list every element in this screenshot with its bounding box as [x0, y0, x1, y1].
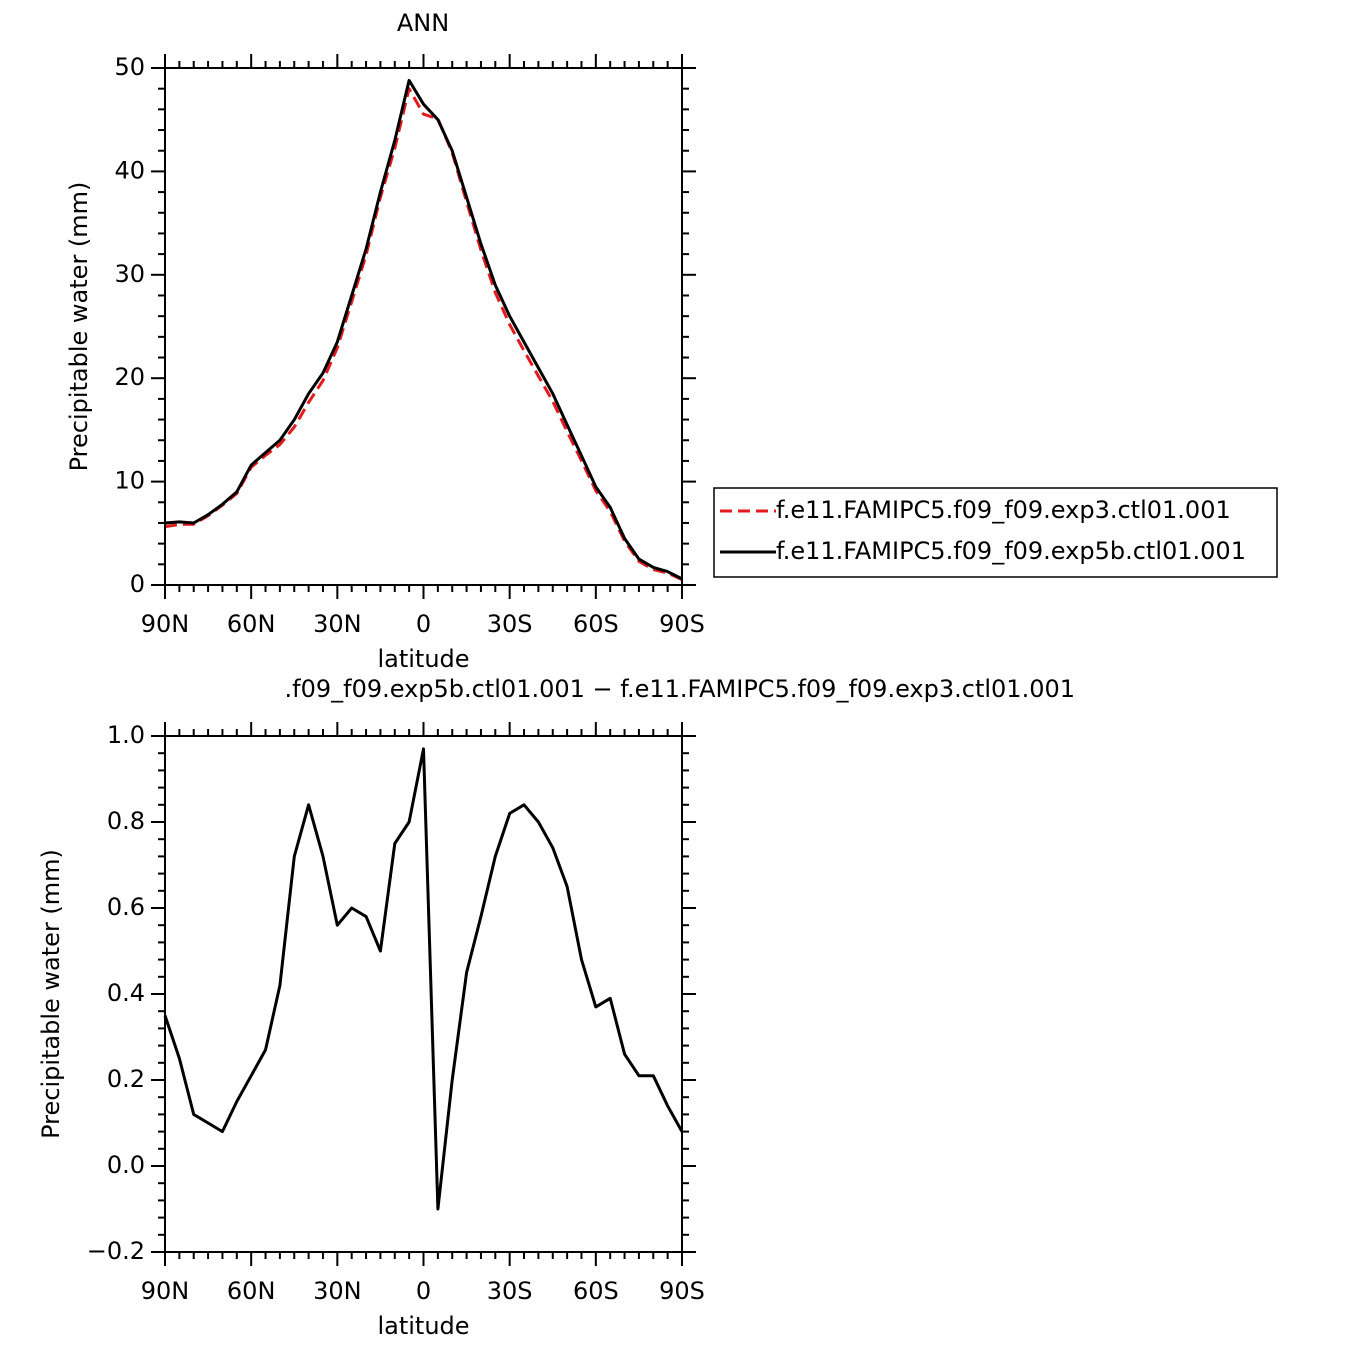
y-tick-label: 0 [130, 570, 145, 598]
y-tick-label: 40 [114, 156, 145, 184]
data-line [164, 87, 683, 581]
y-tick-label: 50 [114, 53, 145, 81]
x-tick-label: 30N [313, 1277, 362, 1305]
x-tick-label: 60S [573, 610, 619, 638]
y-tick-label: 1.0 [107, 721, 145, 749]
y-tick-label: −0.2 [87, 1237, 145, 1265]
chart-title: ANN [397, 9, 449, 37]
x-tick-label: 30S [487, 1277, 533, 1305]
legend-label: f.e11.FAMIPC5.f09_f09.exp3.ctl01.001 [776, 496, 1231, 524]
chart-title: .f09_f09.exp5b.ctl01.001 − f.e11.FAMIPC5… [285, 675, 1076, 703]
y-tick-label: 0.4 [107, 979, 145, 1007]
x-tick-label: 0 [416, 610, 431, 638]
x-axis-label: latitude [377, 645, 469, 673]
y-tick-label: 0.8 [107, 807, 145, 835]
plot-frame [164, 67, 683, 586]
data-line [163, 747, 684, 1211]
data-line [164, 78, 683, 581]
x-axis-label: latitude [377, 1312, 469, 1340]
y-tick-label: 10 [114, 467, 145, 495]
x-tick-label: 0 [416, 1277, 431, 1305]
legend-label: f.e11.FAMIPC5.f09_f09.exp5b.ctl01.001 [776, 537, 1246, 565]
legend-box [713, 487, 1278, 578]
x-tick-label: 90N [141, 1277, 190, 1305]
y-tick-label: 0.6 [107, 893, 145, 921]
y-tick-label: 0.0 [107, 1151, 145, 1179]
x-tick-label: 60N [227, 1277, 276, 1305]
x-tick-label: 90S [659, 1277, 705, 1305]
y-axis-label: Precipitable water (mm) [37, 849, 65, 1139]
x-tick-label: 30S [487, 610, 533, 638]
x-tick-label: 60S [573, 1277, 619, 1305]
x-tick-label: 90S [659, 610, 705, 638]
plot-frame [164, 735, 683, 1253]
y-tick-label: 20 [114, 363, 145, 391]
x-tick-label: 60N [227, 610, 276, 638]
x-tick-label: 30N [313, 610, 362, 638]
y-axis-label: Precipitable water (mm) [65, 182, 93, 472]
x-tick-label: 90N [141, 610, 190, 638]
y-tick-label: 30 [114, 260, 145, 288]
y-tick-label: 0.2 [107, 1065, 145, 1093]
